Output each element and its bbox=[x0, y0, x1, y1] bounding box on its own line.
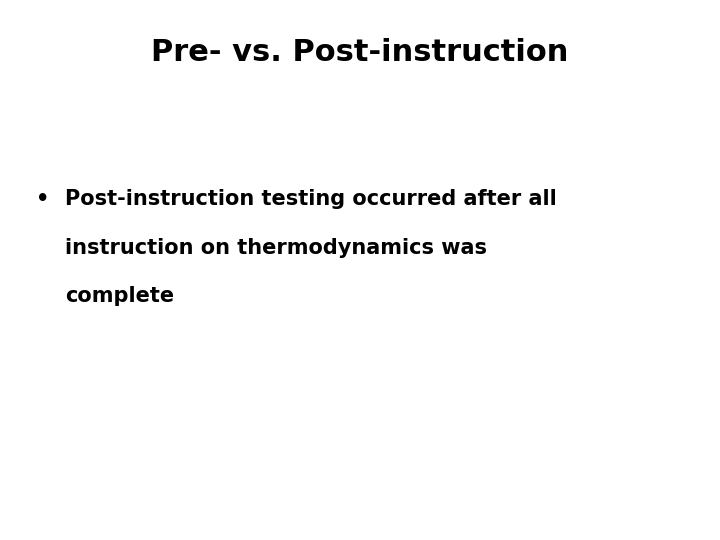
Text: Post-instruction testing occurred after all: Post-instruction testing occurred after … bbox=[65, 189, 557, 209]
Text: instruction on thermodynamics was: instruction on thermodynamics was bbox=[65, 238, 487, 258]
Text: •: • bbox=[36, 189, 50, 209]
Text: Pre- vs. Post-instruction: Pre- vs. Post-instruction bbox=[151, 38, 569, 67]
Text: complete: complete bbox=[65, 286, 174, 306]
